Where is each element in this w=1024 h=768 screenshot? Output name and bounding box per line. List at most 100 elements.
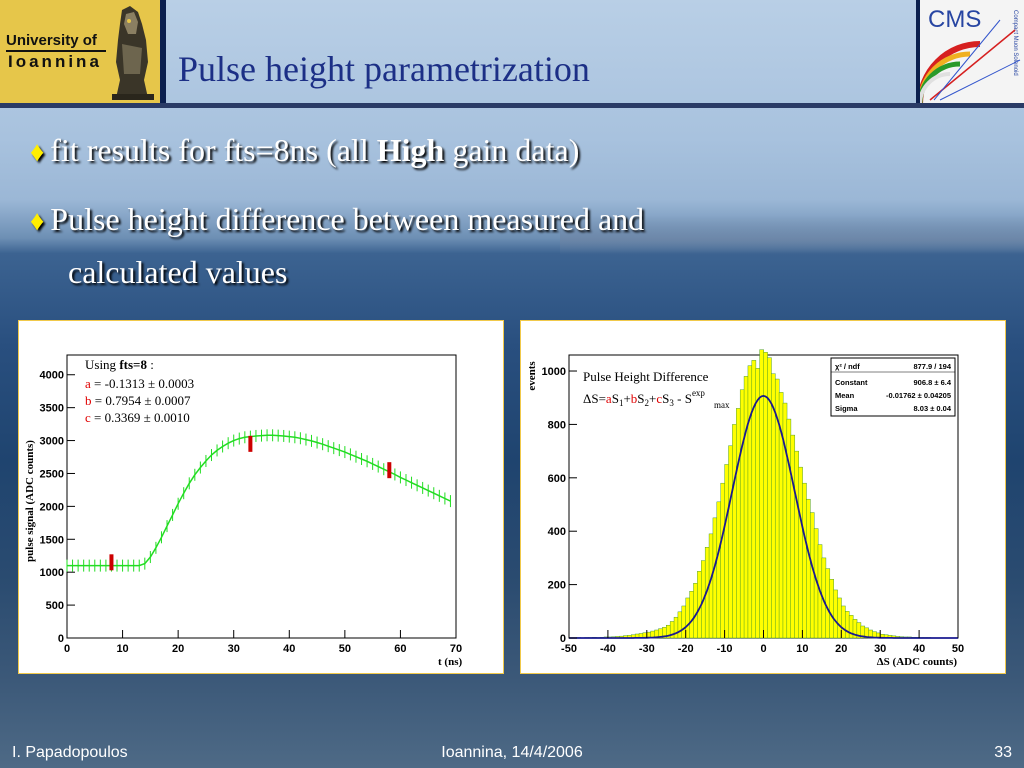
histogram-bar xyxy=(736,408,741,639)
histogram-bar xyxy=(720,482,726,639)
cms-logo-side-text: Compact Muon Solenoid xyxy=(1012,10,1018,76)
x-tick-label: 60 xyxy=(394,643,406,655)
histogram-bar xyxy=(844,611,850,639)
header-divider xyxy=(0,103,1024,108)
y-axis-label: pulse signal (ADC counts) xyxy=(24,440,36,562)
x-tick-label: 30 xyxy=(874,643,886,655)
histogram-bar xyxy=(712,517,718,639)
stats-label: Mean xyxy=(835,391,855,400)
histogram-bar xyxy=(802,482,807,639)
x-tick-label: -50 xyxy=(561,643,577,655)
y-tick-label: 0 xyxy=(58,633,64,645)
stats-value: -0.01762 ± 0.04205 xyxy=(886,391,951,400)
histogram-bar xyxy=(732,424,737,639)
x-tick-label: -40 xyxy=(600,643,616,655)
x-tick-label: 70 xyxy=(450,643,462,655)
distant-coastline xyxy=(560,215,1024,255)
pulse-fit-chart: 0 10 20 30 40 50 60 70 0 500 1000 1500 2000 2500 3000 3… xyxy=(18,320,504,674)
y-tick-label: 2000 xyxy=(40,501,64,513)
y-tick-label: 400 xyxy=(548,526,566,538)
fit-curve-line xyxy=(67,434,451,567)
histogram-bar xyxy=(689,591,694,639)
histogram-bar xyxy=(685,597,690,639)
y-tick-label: 2500 xyxy=(40,468,64,480)
histogram-bar xyxy=(794,450,799,639)
histogram-bar xyxy=(708,533,714,639)
pulse-fit-chart-svg: 0 10 20 30 40 50 60 70 0 500 1000 1500 2000 2500 3000 3… xyxy=(24,354,462,668)
histogram-bar xyxy=(806,498,811,639)
owl-icon xyxy=(112,6,154,100)
y-tick-label: 0 xyxy=(560,633,566,645)
histogram-bar xyxy=(693,583,698,639)
footer-page-number: 33 xyxy=(994,744,1012,761)
bullet-pulse-height-difference: ♦ Pulse height difference between measure… xyxy=(30,194,930,297)
cms-logo-text: CMS xyxy=(928,6,982,33)
y-axis-label: events xyxy=(526,361,538,391)
histogram-bar xyxy=(755,368,761,639)
sampling-point-marker xyxy=(387,462,392,479)
footer-place-date: Ioannina, 14/4/2006 xyxy=(441,744,583,761)
y-tick-label: 1000 xyxy=(542,366,566,378)
university-logo-line1: University of xyxy=(6,32,97,49)
bullet-fit-results: ♦ fit results for fts=8ns (all High gain … xyxy=(30,132,579,169)
stats-label: χ² / ndf xyxy=(835,362,860,371)
x-tick-label: -30 xyxy=(639,643,655,655)
histogram-bar xyxy=(829,579,834,639)
x-tick-label: -10 xyxy=(717,643,733,655)
y-tick-label: 1000 xyxy=(40,567,64,579)
histogram-bar xyxy=(841,605,846,639)
x-tick-label: 40 xyxy=(283,643,295,655)
x-tick-label: 20 xyxy=(835,643,847,655)
histogram-bar xyxy=(759,349,764,639)
x-tick-label: 50 xyxy=(952,643,964,655)
y-tick-label: 200 xyxy=(548,580,566,592)
bullet-2-line2: calculated values xyxy=(68,254,288,290)
legend-param-b: b = 0.7954 ± 0.0007 xyxy=(85,393,191,408)
legend-param-a: a = -0.1313 ± 0.0003 xyxy=(85,376,194,391)
x-axis-label: t (ns) xyxy=(438,656,462,668)
legend-param-c: c = 0.3369 ± 0.0010 xyxy=(85,410,190,425)
histogram-bar xyxy=(833,589,838,639)
x-tick-label: 50 xyxy=(339,643,351,655)
diamond-bullet-icon: ♦ xyxy=(30,137,45,168)
bullet-1-text-bold: High xyxy=(376,132,445,168)
pulse-height-difference-svg: -50 -40 -30 -20 -10 0 10 20 30 40 50 0 200 400 600 800 1… xyxy=(526,349,964,668)
bullet-1-text-post: gain data) xyxy=(444,132,580,168)
difference-formula: ΔS=aS1+bS2+cS3 - Sexp xyxy=(583,388,705,408)
legend-using: Using fts=8 : xyxy=(85,357,154,372)
university-logo-line2: Ioannina xyxy=(8,52,102,71)
histogram-bar xyxy=(728,445,733,639)
y-tick-label: 800 xyxy=(548,419,566,431)
fit-params-legend: Using fts=8 : a = -0.1313 ± 0.0003 b = 0… xyxy=(85,357,194,425)
histogram-bar xyxy=(786,418,792,639)
plot-frame xyxy=(66,354,457,639)
slide-header: University of Ioannina Pulse height para… xyxy=(0,0,1024,108)
university-logo-bar xyxy=(6,50,106,52)
cms-logo: CMS Compact Muon Solenoid xyxy=(916,0,1024,104)
histogram-bar xyxy=(673,616,679,639)
stats-label: Sigma xyxy=(835,404,858,413)
histogram-bar xyxy=(825,568,831,639)
histogram-bar xyxy=(724,464,729,639)
cms-detector-icon xyxy=(920,19,1021,104)
histogram-title: Pulse Height Difference ΔS=aS1+bS2+cS3 -… xyxy=(583,369,730,410)
x-axis-label: ΔS (ADC counts) xyxy=(877,656,958,668)
histogram-bar xyxy=(751,360,757,639)
x-tick-label: 0 xyxy=(64,643,70,655)
stats-value: 8.03 ± 0.04 xyxy=(914,404,952,413)
sampling-point-marker xyxy=(248,435,253,452)
y-tick-label: 4000 xyxy=(40,370,64,382)
stats-value: 877.9 / 194 xyxy=(913,362,951,371)
bullet-1-text-pre: fit results for fts=8ns (all xyxy=(50,132,377,168)
y-tick-label: 1500 xyxy=(40,534,64,546)
x-tick-label: 20 xyxy=(172,643,184,655)
histogram-bar xyxy=(677,611,683,639)
histogram-bar xyxy=(716,501,722,639)
stats-label: Constant xyxy=(835,378,868,387)
sampling-point-marker xyxy=(109,554,114,571)
x-tick-label: 30 xyxy=(228,643,240,655)
slide-footer: I. Papadopoulos Ioannina, 14/4/2006 33 xyxy=(0,740,1024,768)
histogram-bar xyxy=(790,434,796,639)
histogram-bar xyxy=(743,376,749,639)
histogram-bar xyxy=(739,389,745,639)
